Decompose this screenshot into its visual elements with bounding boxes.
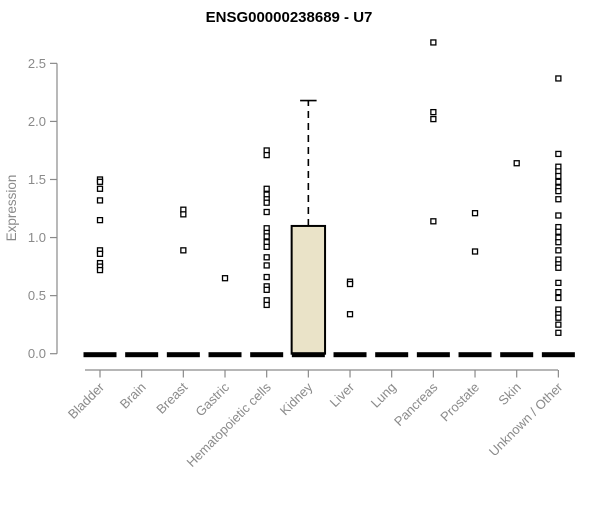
- y-axis-label: Expression: [4, 175, 19, 242]
- median-bar: [416, 352, 450, 358]
- x-tick-label: Prostate: [437, 380, 482, 425]
- data-point: [430, 115, 437, 123]
- x-tick-label: Unknown / Other: [486, 379, 566, 459]
- data-point: [263, 243, 270, 251]
- data-point: [555, 294, 562, 302]
- median-bar: [458, 352, 492, 358]
- data-point: [263, 151, 270, 159]
- data-point: [263, 286, 270, 293]
- data-point: [555, 150, 562, 158]
- data-point: [96, 185, 104, 192]
- data-point: [513, 160, 520, 167]
- data-point: [555, 196, 562, 203]
- data-point: [555, 314, 562, 321]
- data-point: [555, 329, 562, 336]
- y-tick-label: 1.0: [28, 230, 46, 245]
- y-tick-label: 2.5: [28, 56, 46, 71]
- data-point: [263, 199, 270, 206]
- data-point: [263, 185, 270, 192]
- median-bar: [500, 352, 534, 358]
- y-tick-label: 0.0: [28, 346, 46, 361]
- data-point: [263, 233, 270, 240]
- data-point: [555, 279, 562, 287]
- data-point: [430, 108, 437, 116]
- data-point: [180, 247, 187, 254]
- data-point: [430, 39, 437, 46]
- data-point: [471, 248, 479, 255]
- x-tick-label: Liver: [327, 379, 358, 410]
- x-tick-label: Skin: [495, 380, 523, 408]
- data-point: [346, 280, 354, 288]
- median-bar: [250, 352, 284, 358]
- data-point: [555, 264, 562, 271]
- data-point: [263, 262, 270, 269]
- data-point: [96, 266, 104, 274]
- x-tick-label: Lung: [368, 380, 399, 411]
- median-bar: [333, 352, 367, 358]
- data-point: [555, 247, 562, 254]
- median-bar: [125, 352, 159, 358]
- data-point: [263, 254, 270, 261]
- box: [290, 224, 327, 355]
- x-tick-label: Breast: [153, 379, 190, 416]
- median-bar: [375, 352, 409, 358]
- data-point: [555, 239, 562, 246]
- data-point: [471, 210, 479, 217]
- median-bar: [83, 352, 117, 358]
- data-point: [430, 218, 437, 225]
- x-tick-label: Pancreas: [391, 379, 441, 429]
- plot-area: 0.0 0.5 1.0 1.5 2.0 2.5 Bladder Brain Breast Gast…: [28, 39, 575, 470]
- y-tick-label: 1.5: [28, 172, 46, 187]
- data-point: [96, 178, 104, 185]
- x-tick-label: Bladder: [65, 379, 108, 422]
- data-point: [263, 208, 270, 216]
- y-tick-label: 0.5: [28, 288, 46, 303]
- median-bar: [208, 352, 242, 358]
- x-tick-label: Brain: [117, 380, 149, 412]
- data-point: [555, 228, 562, 235]
- data-point: [221, 275, 229, 282]
- data-point: [263, 301, 270, 309]
- x-tick-label: Kidney: [277, 379, 316, 418]
- data-point: [555, 288, 562, 296]
- data-point: [96, 216, 104, 224]
- median-bar: [291, 352, 325, 358]
- median-bar: [166, 352, 200, 358]
- x-tick-label: Gastric: [192, 379, 232, 419]
- data-point: [555, 187, 562, 195]
- y-tick-label: 2.0: [28, 114, 46, 129]
- data-point: [263, 273, 270, 281]
- data-point: [180, 211, 187, 218]
- data-point: [555, 321, 562, 328]
- median-bar: [541, 352, 575, 358]
- data-point: [555, 212, 562, 219]
- chart-title: ENSG00000238689 - U7: [206, 9, 373, 26]
- data-point: [96, 197, 104, 204]
- data-point: [346, 311, 354, 318]
- data-point: [555, 178, 562, 185]
- data-point: [555, 75, 562, 82]
- data-point: [96, 250, 104, 257]
- data-point: [555, 172, 562, 180]
